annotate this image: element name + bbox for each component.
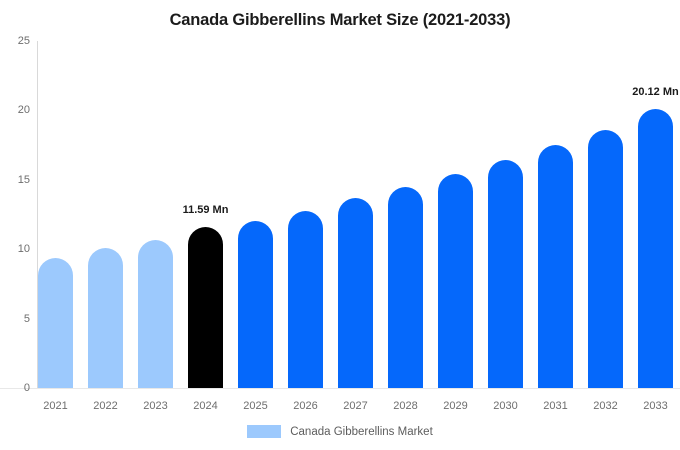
y-axis-line: [37, 41, 38, 388]
x-axis-label-2023: 2023: [143, 400, 168, 412]
y-axis-tick-label: 25: [17, 35, 30, 47]
bar-2031[interactable]: [538, 145, 573, 388]
bar-2027[interactable]: [338, 197, 373, 388]
x-axis-label-2022: 2022: [93, 400, 118, 412]
x-axis-label-2030: 2030: [493, 400, 518, 412]
x-axis-label-2021: 2021: [43, 400, 68, 412]
x-axis-label-2031: 2031: [543, 400, 568, 412]
bar-2033[interactable]: [638, 108, 673, 388]
x-axis-label-2032: 2032: [593, 400, 618, 412]
bar-2032[interactable]: [588, 129, 623, 388]
y-axis-tick-label: 0: [23, 382, 30, 394]
bar-2028[interactable]: [388, 186, 423, 388]
bar-2023[interactable]: [138, 240, 173, 388]
chart-title: Canada Gibberellins Market Size (2021-20…: [169, 11, 511, 29]
x-axis-label-2029: 2029: [443, 400, 468, 412]
x-axis-label-2026: 2026: [293, 400, 318, 412]
y-axis-tick-label: 10: [17, 243, 30, 256]
bar-2030[interactable]: [488, 159, 523, 388]
x-axis-label-2033: 2033: [643, 400, 668, 412]
x-axis-line: [0, 388, 680, 389]
bar-2029[interactable]: [438, 174, 473, 388]
x-axis-label-2025: 2025: [243, 400, 268, 412]
bar-2024[interactable]: [188, 227, 223, 388]
chart-legend: Canada Gibberellins Market: [0, 425, 680, 438]
bar-2021[interactable]: [38, 257, 73, 388]
legend-label: Canada Gibberellins Market: [290, 425, 433, 438]
bar-2025[interactable]: [238, 220, 273, 388]
bar-2026[interactable]: [288, 211, 323, 388]
legend-swatch: [247, 425, 282, 438]
y-axis-tick-label: 20: [17, 104, 30, 117]
y-axis-tick-label: 5: [23, 312, 30, 325]
y-axis-tick-label: 15: [17, 173, 30, 186]
x-axis-label-2028: 2028: [393, 400, 418, 412]
bar-value-label-2024: 11.59 Mn: [182, 204, 229, 217]
bar-2022[interactable]: [88, 247, 123, 388]
x-axis-label-2027: 2027: [343, 400, 368, 412]
bar-value-label-2033: 20.12 Mn: [632, 85, 679, 98]
x-axis-label-2024: 2024: [193, 400, 218, 412]
